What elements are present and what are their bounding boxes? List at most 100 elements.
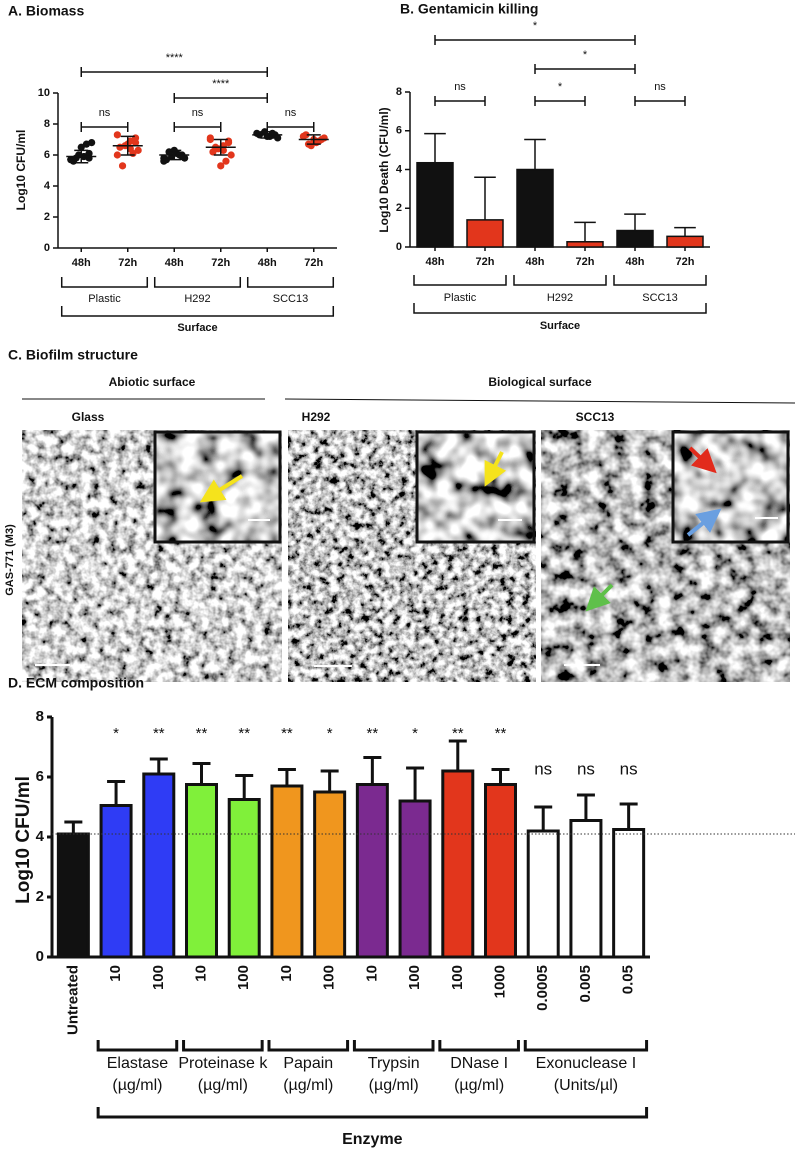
comparison-label: **** [212,78,230,90]
data-point [116,143,124,151]
sd-bar [167,149,182,161]
x-tick-label: 48h [626,256,645,268]
significance-label: ** [238,725,250,742]
data-point [113,131,121,139]
header: Biological surface [488,375,592,389]
error-bar [406,766,425,801]
bar [516,168,554,248]
error-bar [534,805,553,831]
comparison-label: * [558,81,563,93]
x-tick-label: 48h [72,257,91,269]
group-bracket [182,1040,264,1052]
error-bar [320,769,339,792]
arrow [199,474,244,503]
significance-label: * [113,725,119,742]
bar [484,783,517,959]
group-label: Papain [283,1055,333,1072]
x-tick-label: 72h [476,256,495,268]
error-bar [619,802,638,830]
bar [466,219,504,248]
x-tick-label: 0.005 [577,965,594,1003]
group-bracket [60,277,149,288]
significance-label: ** [367,725,379,742]
group-label: H292 [547,292,573,304]
y-tick-label: 0 [396,241,402,253]
x-tick-label: 0.0005 [534,965,551,1011]
data-point [217,162,225,170]
group-unit: (µg/ml) [283,1077,333,1094]
significance-label: ** [495,725,507,742]
comparison-bracket [534,96,586,106]
group-label: Exonuclease I [536,1055,637,1072]
data-point [206,134,214,142]
group-unit: (Units/µl) [554,1077,618,1094]
column-label: Glass [72,410,105,424]
arrow [688,446,717,474]
comparison-label: ns [454,81,466,93]
y-tick-label: 6 [396,125,402,137]
group-unit: (µg/ml) [454,1077,504,1094]
data-point [224,137,233,145]
bar [566,241,604,248]
y-axis-label: Log10 CFU/ml [14,130,28,211]
panel-c: C. Biofilm structure Abiotic surface Bio… [4,347,796,682]
inset-frame [671,430,790,544]
y-tick-label: 10 [38,87,50,99]
x-tick-label: 72h [304,257,323,269]
data-point [302,131,310,139]
chart-title: A. Biomass [8,3,84,19]
comparison-label: ns [99,107,111,119]
comparison-bracket [173,122,222,132]
arrow [484,451,507,487]
error-bar [363,756,382,785]
group-bracket [523,1040,649,1052]
comparison-bracket [534,64,636,74]
group-bracket [613,275,707,286]
x-tick-label: 10 [363,965,380,982]
outer-label: Enzyme [342,1131,403,1148]
data-point [67,156,75,164]
data-point [222,157,230,165]
group-bracket [513,275,607,286]
error-bar [674,226,696,237]
bar [666,235,704,248]
significance-label: * [412,725,418,742]
group-label: SCC13 [642,292,677,304]
group-bracket [246,277,335,288]
error-bar [107,780,126,806]
y-tick-label: 2 [36,888,44,905]
comparison-bracket [266,122,315,132]
comparison-bracket [434,96,486,106]
error-bar [491,768,510,785]
data-point [118,162,127,170]
bar [569,819,603,959]
bar [185,783,218,959]
comparison-bracket [173,93,268,103]
y-tick-label: 2 [44,211,50,223]
x-tick-label: Untreated [64,965,81,1035]
outer-label: Surface [177,322,217,334]
chart-title: D. ECM composition [8,675,144,691]
significance-label: ** [452,725,464,742]
data-point [82,140,91,148]
y-axis-label: Log10 Death (CFU/ml) [377,107,391,232]
x-tick-label: 72h [676,256,695,268]
group-bracket [96,1040,179,1052]
x-tick-label: 48h [258,257,277,269]
sd-bar [306,134,321,145]
error-bar [624,213,646,231]
error-bar [448,739,467,771]
y-tick-label: 0 [36,948,44,965]
outer-bracket [60,306,335,317]
y-tick-label: 8 [44,118,50,130]
group-label: H292 [184,293,210,305]
x-tick-label: 100 [449,965,466,990]
comparison-bracket [634,96,686,106]
header-rule [284,398,796,404]
error-bar [277,768,296,786]
data-point [77,143,85,151]
group-bracket [352,1040,435,1052]
y-axis-label: Log10 CFU/ml [13,776,34,904]
x-tick-label: 0.05 [620,965,637,994]
bar [142,772,176,959]
